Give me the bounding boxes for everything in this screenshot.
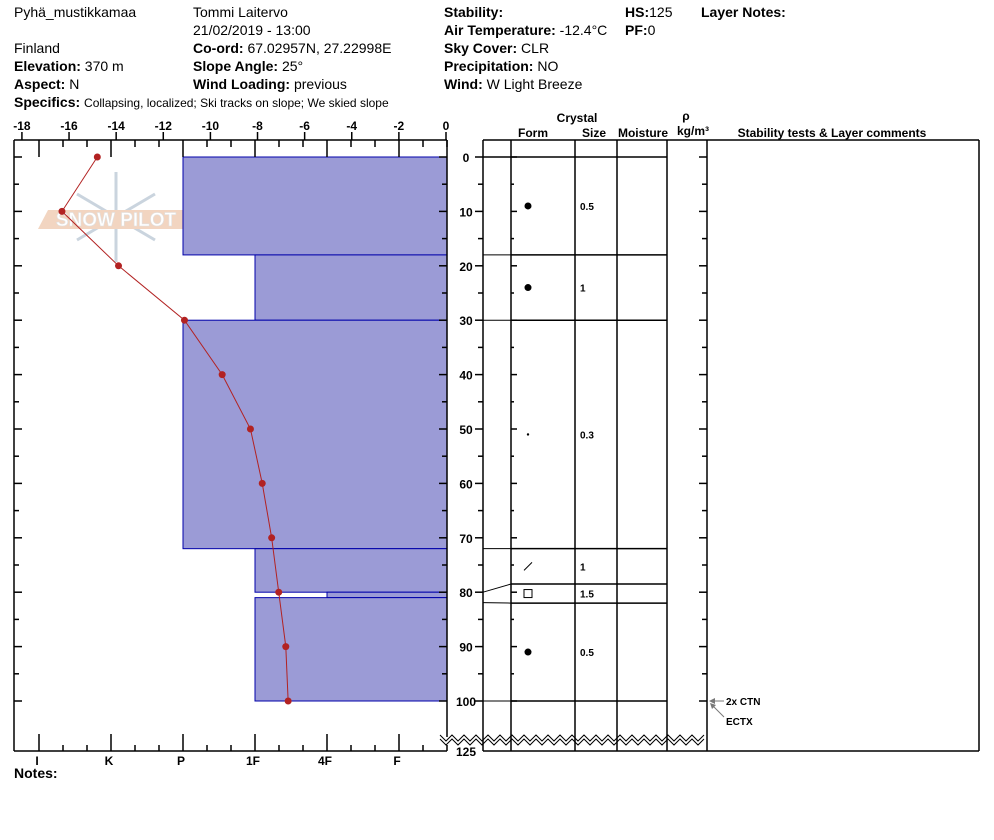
aspect: Aspect: N [14, 76, 79, 92]
comments-header: Stability tests & Layer comments [738, 126, 927, 140]
depth-tick-label: 70 [459, 532, 473, 546]
stability-test-label: 2x CTN [726, 697, 760, 708]
observer: Tommi Laitervo [193, 4, 288, 20]
elevation: Elevation: 370 m [14, 58, 124, 74]
temperature-point [246, 425, 254, 433]
hardness-tick-label: P [177, 754, 185, 768]
depth-break-upper [439, 734, 705, 742]
temp-tick-label: -16 [60, 119, 78, 133]
hardness-bar [326, 591, 448, 599]
slope-angle: Slope Angle: 25° [193, 58, 303, 74]
depth-tick-label: 80 [459, 586, 473, 600]
layer-notes-label: Layer Notes: [701, 4, 786, 20]
depth-tick-label: 100 [456, 695, 476, 709]
hardness-bar [182, 156, 448, 256]
air-temperature: Air Temperature: -12.4°C [444, 22, 607, 38]
temperature-point [268, 534, 276, 542]
temp-tick-label: -6 [299, 119, 310, 133]
hardness-tick-label: K [105, 754, 114, 768]
crystal-size: 1 [580, 284, 586, 295]
sky-cover: Sky Cover: CLR [444, 40, 549, 56]
depth-tick-label: 10 [459, 205, 473, 219]
arrow-icon [709, 698, 715, 704]
hardness-tick-label: 4F [318, 754, 332, 768]
wind: Wind: W Light Breeze [444, 76, 583, 92]
hardness-bar [254, 548, 448, 593]
temp-tick-label: -10 [202, 119, 220, 133]
hardness-tick-label: I [35, 754, 38, 768]
moisture-header: Moisture [618, 126, 668, 140]
temperature-point [58, 207, 66, 215]
density-header: kg/m³ [677, 124, 709, 138]
depth-break-lower [439, 738, 705, 746]
temp-tick-label: -2 [394, 119, 405, 133]
rounded-grains-icon [524, 284, 532, 292]
hardness-bar [182, 319, 448, 550]
temperature-point [258, 479, 266, 487]
decomposing-fragments-icon [523, 562, 533, 571]
svg-text:SNOW PILOT: SNOW PILOT [56, 210, 177, 231]
hardness-bar [254, 254, 448, 321]
crystal-size: 1.5 [580, 590, 594, 601]
size-header: Size [582, 126, 606, 140]
snowpilot-logo: SNOW PILOT [38, 172, 193, 262]
form-header: Form [518, 126, 548, 140]
notes-label: Notes: [14, 765, 58, 781]
coordinates: Co-ord: 67.02957N, 27.22998E [193, 40, 391, 56]
temperature-point [93, 153, 101, 161]
hs: HS:125 [625, 4, 673, 20]
crystal-size: 0.5 [580, 202, 594, 213]
temperature-point [218, 371, 226, 379]
plot-area: -18 -16 -14 -12 -10 -8 -6 -4 -2 0 I K P 1F 4F F 0 10 20 30 4… [13, 119, 980, 768]
specifics: Specifics: Collapsing, localized; Ski tr… [14, 94, 389, 110]
depth-tick-label: 30 [459, 314, 473, 328]
faceted-crystals-icon [523, 589, 533, 599]
temp-tick-label: -12 [155, 119, 173, 133]
layer-connector [482, 583, 512, 593]
temperature-point [180, 316, 188, 324]
depth-tick-label: 20 [459, 260, 473, 274]
temp-tick-label: -18 [13, 119, 31, 133]
temperature-point [275, 588, 283, 596]
rounded-grains-icon [524, 648, 532, 656]
depth-tick-label: 90 [459, 641, 473, 655]
crystal-size: 0.3 [580, 430, 594, 441]
site-name: Pyhä_mustikkamaa [14, 4, 136, 20]
rho-header: ρ [682, 109, 689, 123]
temperature-point [284, 697, 292, 705]
crystal-size: 1 [580, 562, 586, 573]
temperature-point [115, 262, 123, 270]
stability: Stability: [444, 4, 503, 20]
hardness-tick-label: 1F [246, 754, 260, 768]
country: Finland [14, 40, 60, 56]
depth-tick-label: 60 [459, 477, 473, 491]
rounded-grains-icon [524, 202, 532, 210]
temp-tick-label: -8 [252, 119, 263, 133]
depth-end-label: 125 [456, 745, 476, 759]
depth-tick-label: 0 [463, 151, 470, 165]
hardness-tick-label: F [393, 754, 400, 768]
crystal-header: Crystal [557, 111, 598, 125]
depth-tick-label: 40 [459, 369, 473, 383]
datetime: 21/02/2019 - 13:00 [193, 22, 311, 38]
temp-tick-label: 0 [443, 119, 450, 133]
crystal-size: 0.5 [580, 648, 594, 659]
precipitation: Precipitation: NO [444, 58, 558, 74]
arrow-icon [710, 703, 716, 709]
temp-tick-label: -4 [346, 119, 357, 133]
small-rounded-grains-icon [526, 433, 530, 436]
wind-loading: Wind Loading: previous [193, 76, 347, 92]
depth-tick-label: 50 [459, 423, 473, 437]
pf: PF:0 [625, 22, 656, 38]
temperature-point [282, 643, 290, 651]
temp-tick-label: -14 [107, 119, 125, 133]
stability-test-label: ECTX [726, 717, 753, 728]
